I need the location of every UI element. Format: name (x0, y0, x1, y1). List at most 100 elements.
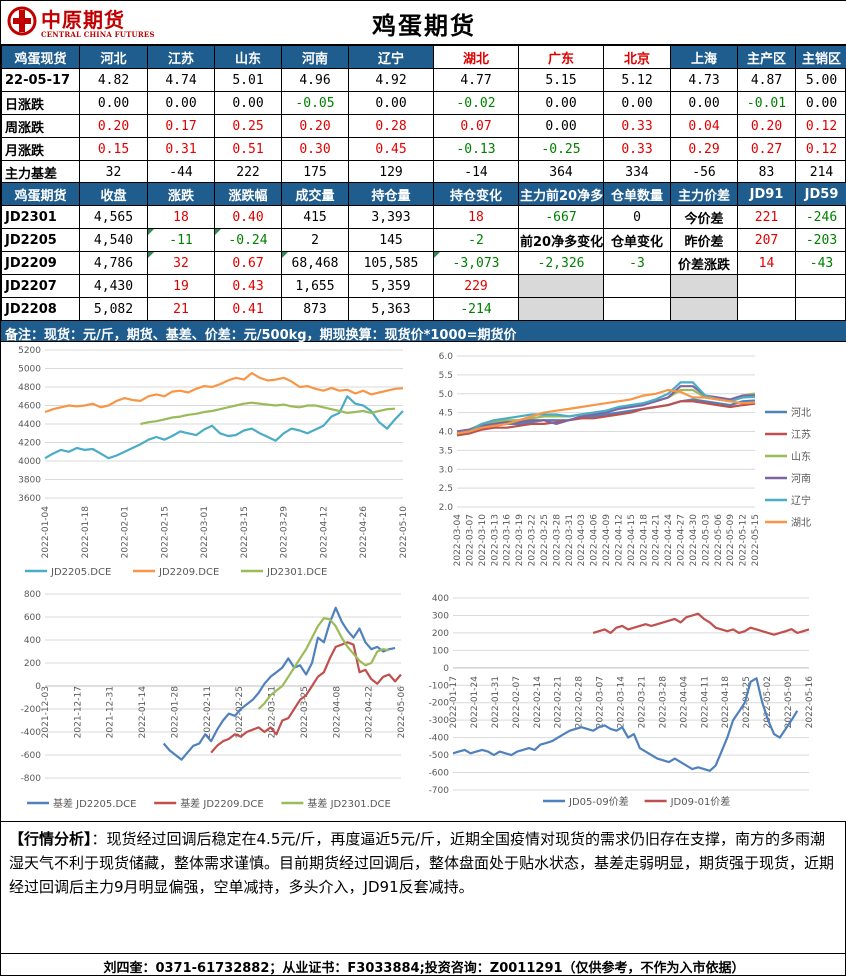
x-tick-label: 2022-04-26 (359, 506, 369, 559)
y-tick-label: 4800 (18, 383, 41, 393)
y-tick-label: 3600 (18, 494, 41, 504)
spot-row-label: 日涨跌 (1, 91, 80, 115)
price-change-pct: 0.67 (214, 251, 282, 275)
series-line (44, 372, 404, 414)
charts-area: 3600 3800 4000 4200 4400 4600 4800 5000 5200 2022… (1, 342, 846, 822)
analysis-text: ：现货经过回调后稳定在4.5元/斤，再度逼近5元/斤，近期全国疫情对现货的需求仍… (9, 830, 835, 896)
empty-cell (670, 274, 738, 298)
price-change: -11 (147, 228, 215, 252)
empty-cell (518, 297, 604, 321)
report-title: 鸡蛋期货 (372, 12, 476, 40)
x-tick-label: 2021-12-03 (41, 686, 51, 738)
y-tick-label: -200 (21, 705, 42, 715)
price-change-pct: 0.41 (214, 297, 282, 321)
spot-row: 22-05-17 4.82 4.74 5.01 4.96 4.92 4.77 5.15 5.12… (1, 68, 846, 92)
x-tick-label: 2022-02-11 (203, 686, 213, 738)
y-tick-label: 400 (24, 636, 41, 646)
futures-row: JD2209 4,786 32 0.67 68,468 105,585 -3,073 -2,3… (1, 251, 846, 275)
x-tick-label: 2022-05-12 (739, 514, 749, 566)
spot-cell: 0.20 (79, 114, 148, 138)
futures-header-cell: 持仓变化 (433, 182, 519, 206)
spot-header-cell: 辽宁 (348, 45, 434, 69)
spot-header-cell: 上海 (670, 45, 738, 69)
x-tick-label: 2022-03-07 (465, 514, 475, 566)
x-tick-label: 2022-02-28 (575, 676, 585, 729)
x-tick-label: 2022-01-31 (491, 676, 501, 728)
x-tick-label: 2022-04-03 (577, 514, 587, 566)
y-tick-label: 4000 (18, 457, 41, 467)
x-tick-label: 2022-04-11 (700, 676, 710, 728)
spot-cell: 0.00 (518, 91, 604, 115)
price-change: 21 (147, 297, 215, 321)
volume: 415 (281, 205, 349, 229)
x-tick-label: 2022-01-14 (138, 686, 148, 739)
y-tick-label: 4600 (18, 402, 41, 412)
spot-cell: 175 (281, 160, 349, 184)
spot-row: 月涨跌 0.15 0.31 0.51 0.30 0.45 -0.13 -0.25 0.33 0.2… (1, 137, 846, 161)
y-tick-label: -100 (429, 681, 450, 691)
spread-label: 今价差 (670, 205, 738, 229)
top20-net-long: -667 (518, 205, 604, 229)
volume: 68,468 (281, 251, 349, 275)
x-tick-label: 2022-02-07 (512, 676, 522, 728)
legend-label: 山东 (791, 450, 811, 463)
x-tick-label: 2022-04-24 (664, 514, 674, 567)
x-tick-label: 2022-03-04 (453, 514, 463, 567)
spot-cell: 0.51 (214, 137, 282, 161)
x-tick-label: 2022-02-01 (121, 506, 131, 558)
futures-row: JD2207 4,430 19 0.43 1,655 5,359 229 (1, 274, 846, 298)
x-tick-label: 2022-03-19 (515, 514, 525, 567)
y-tick-label: 3800 (18, 476, 41, 486)
x-tick-label: 2022-04-22 (365, 686, 375, 738)
x-tick-label: 2022-04-12 (319, 506, 329, 558)
spot-cell: 0.17 (147, 114, 215, 138)
unit-note: 备注：现货：元/斤，期货、基差、价差：元/500kg，期现换算：现货价*1000… (1, 320, 846, 343)
legend-label: JD2209.DCE (158, 567, 219, 578)
y-tick-label: -800 (21, 774, 42, 784)
price-change: 19 (147, 274, 215, 298)
legend-label: 基差 JD2301.DCE (307, 797, 390, 810)
futures-header-cell: 鸡蛋期货 (1, 182, 80, 206)
y-tick-label: 300 (432, 611, 449, 621)
spread-jd59: -203 (795, 228, 846, 252)
close-price: 4,540 (79, 228, 148, 252)
x-tick-label: 2022-05-02 (763, 676, 773, 728)
y-tick-label: 5200 (18, 346, 41, 356)
series-line (162, 606, 396, 761)
spot-row: 主力基差 32 -44 222 175 129 -14 364 334 -56 83 214 (1, 160, 846, 184)
spot-cell: 0.07 (433, 114, 519, 138)
y-tick-label: 400 (432, 594, 449, 604)
y-tick-label: 600 (24, 613, 41, 623)
x-tick-label: 2022-03-10 (478, 514, 488, 567)
x-tick-label: 2021-12-31 (106, 686, 116, 738)
y-tick-label: 5.5 (439, 371, 453, 381)
spot-cell: 0.00 (214, 91, 282, 115)
spot-cell: 364 (518, 160, 604, 184)
futures-header-cell: JD91 (737, 182, 796, 206)
y-tick-label: 2.0 (439, 503, 454, 513)
spot-row-label: 22-05-17 (1, 68, 80, 92)
spot-cell: -14 (433, 160, 519, 184)
series-line (456, 400, 756, 437)
oi-change: 229 (433, 274, 519, 298)
open-interest: 105,585 (348, 251, 434, 275)
y-tick-label: -700 (429, 786, 450, 796)
x-tick-label: 2022-05-03 (701, 514, 711, 566)
y-tick-label: 100 (432, 646, 449, 656)
spot-header-cell: 湖北 (433, 45, 519, 69)
y-tick-label: 200 (432, 629, 449, 639)
legend-label: 湖北 (791, 517, 811, 529)
spot-cell: -56 (670, 160, 738, 184)
spot-cell: 0.33 (603, 137, 671, 161)
series-line (456, 381, 756, 435)
spot-cell: 5.01 (214, 68, 282, 92)
open-interest: 3,393 (348, 205, 434, 229)
series-line (592, 612, 810, 636)
spot-cell: 0.29 (670, 137, 738, 161)
contract-code: JD2208 (1, 297, 80, 321)
x-tick-label: 2022-04-27 (677, 514, 687, 566)
y-tick-label: -400 (429, 734, 450, 744)
y-tick-label: -600 (429, 769, 450, 779)
